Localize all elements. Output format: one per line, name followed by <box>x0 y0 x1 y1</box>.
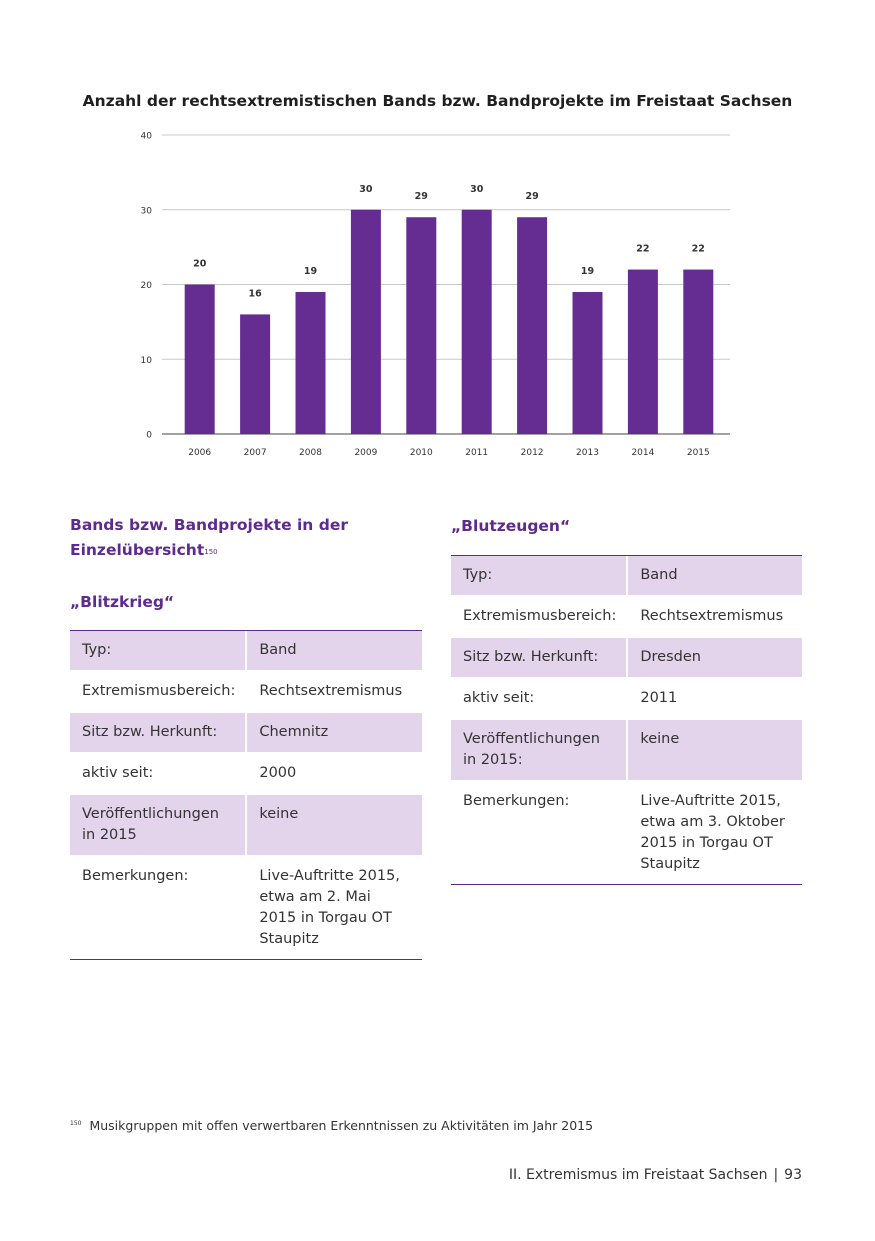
footer-separator: | <box>773 1167 779 1183</box>
info-row: Extremismusbereich: Rechtsextremismus <box>70 672 422 713</box>
bar <box>517 217 548 434</box>
section-heading-line1: Bands bzw. Bandprojekte in der <box>70 516 348 534</box>
row-value: Live-Auftritte 2015, etwa am 2. Mai 2015… <box>259 868 400 947</box>
y-tick-label: 10 <box>141 356 153 366</box>
footnote-text: Musikgruppen mit offen verwertbaren Erke… <box>89 1118 594 1133</box>
footnote-number: 150 <box>70 1120 82 1127</box>
data-label: 30 <box>359 184 373 195</box>
row-label: Extremismusbereich: <box>451 597 629 638</box>
band-info-table-blitzkrieg: Typ: Band Extremismusbereich: Rechtsextremi… <box>70 630 422 960</box>
bar <box>350 209 381 434</box>
info-row: Bemerkungen: Live-Auftritte 2015, etwa am… <box>451 782 802 884</box>
band-title-blitzkrieg: „Blitzkrieg“ <box>70 593 175 611</box>
row-value: 2011 <box>628 679 802 720</box>
x-tick-label: 2006 <box>188 448 211 458</box>
row-value: Band <box>247 631 422 672</box>
row-label: Bemerkungen: <box>451 782 629 884</box>
data-label: 30 <box>470 184 484 195</box>
info-row: Typ: Band <box>70 631 422 672</box>
bar <box>461 209 492 434</box>
info-row: Veröffentlichungen in 2015: keine <box>451 720 802 782</box>
row-value: keine <box>247 795 422 857</box>
info-row: aktiv seit: 2000 <box>70 754 422 795</box>
x-tick-label: 2012 <box>521 448 544 458</box>
info-row: Sitz bzw. Herkunft: Chemnitz <box>70 713 422 754</box>
row-label: Sitz bzw. Herkunft: <box>451 638 629 679</box>
info-row: Typ: Band <box>451 556 802 597</box>
row-label: Veröffentlichungen in 2015 <box>70 795 248 857</box>
bar <box>683 269 714 434</box>
row-value: keine <box>628 720 802 782</box>
page-footer: II. Extremismus im Freistaat Sachsen | 93 <box>509 1167 802 1183</box>
x-tick-label: 2014 <box>631 448 654 458</box>
bar-chart: 0 10 20 30 40 20 2006 16 2007 19 2008 30 2009 29 2010 3… <box>141 132 730 458</box>
row-value: Chemnitz <box>247 713 422 754</box>
info-row: Extremismusbereich: Rechtsextremismus <box>451 597 802 638</box>
row-value: 2000 <box>247 754 422 795</box>
y-tick-label: 40 <box>141 132 153 142</box>
row-label: Typ: <box>451 556 629 597</box>
footer-section: II. Extremismus im Freistaat Sachsen <box>508 1167 768 1183</box>
y-tick-label: 20 <box>141 281 153 291</box>
data-label: 22 <box>636 244 649 255</box>
data-label: 16 <box>248 288 262 299</box>
data-label: 29 <box>415 191 428 202</box>
chart-title: Anzahl der rechtsextremistischen Bands b… <box>82 92 793 110</box>
bar <box>572 291 603 434</box>
row-value: Band <box>628 556 802 597</box>
section-heading: Bands bzw. Bandprojekte in der Einzelübe… <box>70 513 348 563</box>
footnote-ref: 150 <box>204 548 218 556</box>
footnote: 150 Musikgruppen mit offen verwertbaren E… <box>70 1118 593 1133</box>
row-label: Bemerkungen: <box>70 857 248 959</box>
row-value: Dresden <box>628 638 802 679</box>
bar <box>627 269 658 434</box>
info-row: aktiv seit: 2011 <box>451 679 802 720</box>
x-tick-label: 2011 <box>465 448 488 458</box>
bar <box>184 284 215 434</box>
x-tick-label: 2007 <box>244 448 267 458</box>
band-title-blutzeugen: „Blutzeugen“ <box>451 517 571 535</box>
data-label: 19 <box>581 266 594 277</box>
info-row: Sitz bzw. Herkunft: Dresden <box>451 638 802 679</box>
x-tick-label: 2015 <box>687 448 710 458</box>
info-row: Veröffentlichungen in 2015 keine <box>70 795 422 857</box>
row-label: Extremismusbereich: <box>70 672 248 713</box>
row-label: aktiv seit: <box>70 754 248 795</box>
data-label: 19 <box>304 266 317 277</box>
row-value: Rechtsextremismus <box>247 672 422 713</box>
data-label: 22 <box>692 244 705 255</box>
row-label: aktiv seit: <box>451 679 629 720</box>
x-tick-label: 2009 <box>354 448 377 458</box>
y-tick-label: 30 <box>141 206 153 216</box>
band-info-table-blutzeugen: Typ: Band Extremismusbereich: Rechtsextremi… <box>451 555 802 885</box>
bar <box>240 314 271 434</box>
data-label: 29 <box>525 191 538 202</box>
row-label: Typ: <box>70 631 248 672</box>
row-value: Live-Auftritte 2015, etwa am 3. Oktober … <box>640 793 785 872</box>
x-tick-label: 2010 <box>410 448 433 458</box>
data-label: 20 <box>193 259 207 270</box>
row-label: Veröffentlichungen in 2015: <box>451 720 629 782</box>
bar <box>406 217 437 434</box>
section-heading-line2: Einzelübersicht <box>70 541 205 559</box>
row-label: Sitz bzw. Herkunft: <box>70 713 248 754</box>
bar <box>295 291 326 434</box>
x-tick-label: 2008 <box>299 448 322 458</box>
page-number: 93 <box>784 1167 802 1183</box>
x-tick-label: 2013 <box>576 448 599 458</box>
row-value: Rechtsextremismus <box>628 597 802 638</box>
y-tick-label: 0 <box>146 431 152 441</box>
info-row: Bemerkungen: Live-Auftritte 2015, etwa am… <box>70 857 422 959</box>
